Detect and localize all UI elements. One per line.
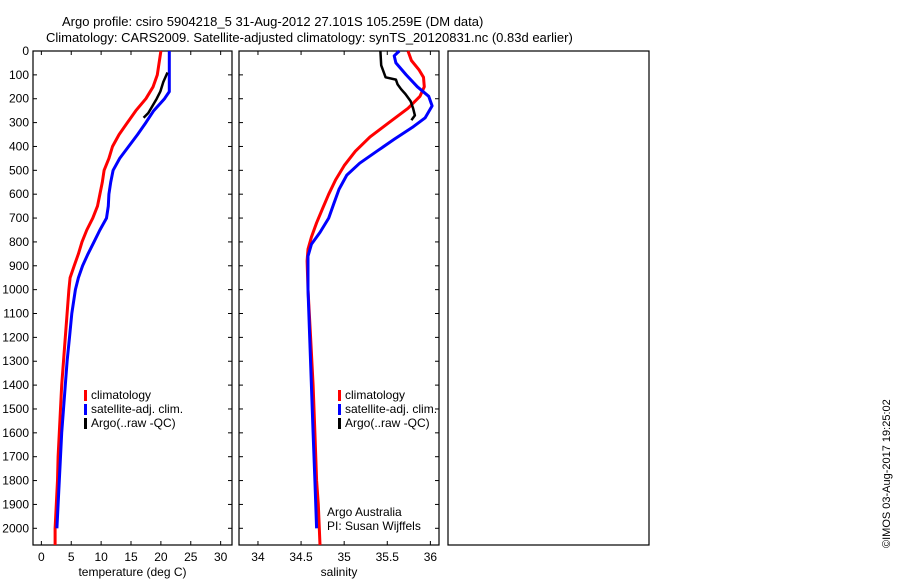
x-tick-label: 35.5: [376, 550, 400, 564]
y-tick-label: 1600: [2, 426, 29, 440]
y-tick-label: 500: [9, 163, 29, 177]
series-line-argo-raw-qc-: [142, 71, 169, 119]
y-tick-label: 1000: [2, 283, 29, 297]
x-tick-label: 34.5: [289, 550, 313, 564]
x-tick-label: 10: [94, 550, 108, 564]
x-tick-label: 34: [251, 550, 265, 564]
y-tick-label: 1500: [2, 402, 29, 416]
legend-label: climatology: [91, 388, 151, 402]
y-tick-label: 1200: [2, 330, 29, 344]
plot-frame: [447, 50, 650, 546]
x-tick-label: 25: [184, 550, 198, 564]
legend-swatch: [338, 390, 341, 401]
x-tick-label: 0: [38, 550, 45, 564]
x-tick-label: 20: [154, 550, 168, 564]
x-axis-label: temperature (deg C): [78, 565, 186, 579]
y-tick-label: 800: [9, 235, 29, 249]
y-tick-label: 600: [9, 187, 29, 201]
plot-frame: [32, 50, 233, 546]
difference-panel: [447, 50, 650, 546]
figure-title-line2: Climatology: CARS2009. Satellite-adjuste…: [46, 30, 573, 45]
y-tick-label: 700: [9, 211, 29, 225]
legend-swatch: [84, 418, 87, 429]
y-tick-label: 200: [9, 92, 29, 106]
x-tick-label: 5: [68, 550, 75, 564]
series-line-climatology: [53, 50, 163, 545]
y-tick-label: 0: [22, 44, 29, 58]
y-tick-label: 1900: [2, 497, 29, 511]
y-tick-label: 900: [9, 259, 29, 273]
x-tick-label: 15: [124, 550, 138, 564]
series-line-satellite-adj-clim-: [55, 51, 171, 529]
series-line-satellite-adj-clim-: [306, 49, 434, 529]
y-tick-label: 400: [9, 139, 29, 153]
salinity-panel: 34 34.5 35 35.5 36 salinity climatologysatelli…: [238, 49, 440, 579]
legend-swatch: [338, 418, 341, 429]
y-tick-label: 1300: [2, 354, 29, 368]
timestamp-label: ©IMOS 03-Aug-2017 19:25:02: [881, 399, 893, 548]
legend-label: Argo(..raw -QC): [345, 416, 430, 430]
y-tick-label: 1700: [2, 450, 29, 464]
y-tick-label: 1100: [3, 307, 29, 321]
legend-label: satellite-adj. clim.: [91, 402, 183, 416]
y-tick-label: 100: [9, 68, 29, 82]
temperature-panel: 0100200300400500600700800900100011001200…: [2, 44, 233, 579]
legend-label: Argo(..raw -QC): [91, 416, 176, 430]
y-tick-label: 1800: [2, 474, 29, 488]
series-line-climatology: [305, 50, 426, 546]
x-axis-label: salinity: [321, 565, 358, 579]
y-tick-label: 1400: [2, 378, 29, 392]
legend-label: satellite-adj. clim.: [345, 402, 437, 416]
legend-swatch: [84, 390, 87, 401]
y-tick-label: 2000: [2, 521, 29, 535]
annotation-text: PI: Susan Wijffels: [327, 519, 421, 533]
plot-frame: [238, 50, 440, 546]
x-tick-label: 36: [424, 550, 438, 564]
legend-swatch: [84, 404, 87, 415]
legend-label: climatology: [345, 388, 405, 402]
legend-swatch: [338, 404, 341, 415]
x-tick-label: 30: [214, 550, 228, 564]
series-line-argo-raw-qc-: [379, 50, 417, 121]
figure-title-line1: Argo profile: csiro 5904218_5 31-Aug-201…: [62, 14, 484, 29]
annotation-text: Argo Australia: [327, 505, 402, 519]
y-tick-label: 300: [9, 116, 29, 130]
x-tick-label: 35: [337, 550, 351, 564]
